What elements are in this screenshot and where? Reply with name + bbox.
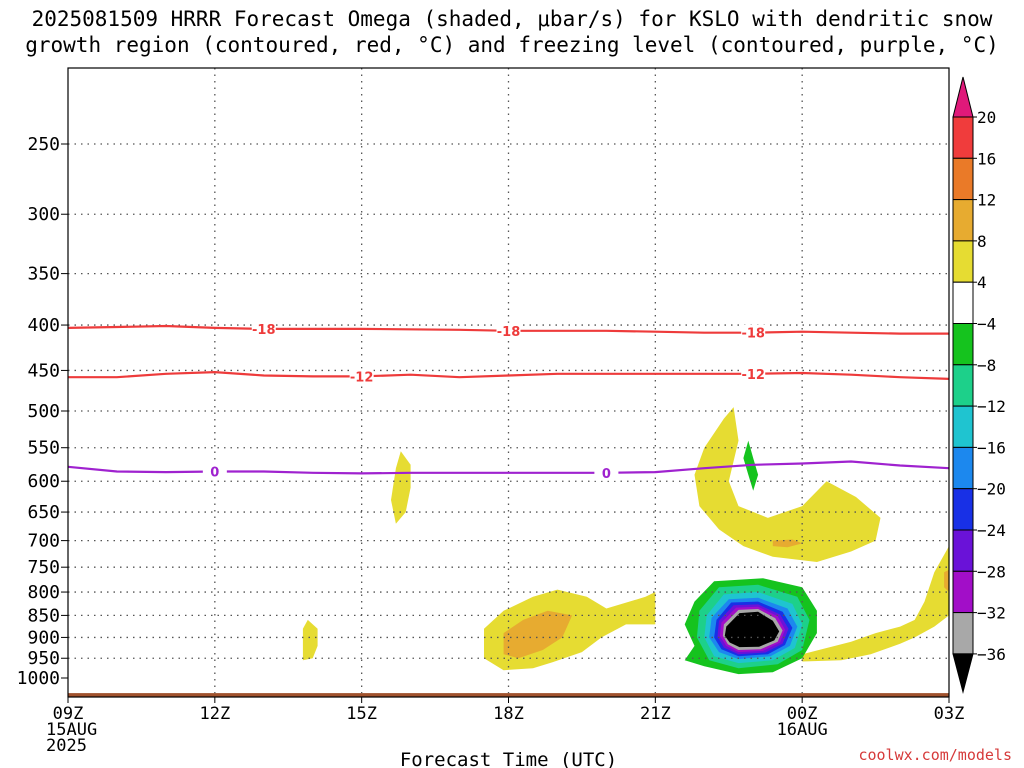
axes-layer: 2503003504004505005506006507007508008509… — [17, 67, 965, 768]
contour-label-1-1: -12 — [741, 368, 765, 383]
chart-title-line-2: growth region (contoured, red, °C) and f… — [25, 33, 999, 57]
omega-region-7 — [944, 569, 949, 592]
y-tick-label-350: 350 — [27, 264, 60, 285]
colorbar-box-13 — [952, 612, 974, 655]
y-tick-label-750: 750 — [27, 557, 60, 578]
y-tick-label-700: 700 — [27, 531, 60, 552]
contour-label-bg-1-0 — [349, 368, 374, 385]
chart-title-line-1: 2025081509 HRRR Forecast Omega (shaded, … — [31, 7, 993, 31]
omega-region-3 — [694, 407, 881, 562]
colorbar-label-1: 16 — [977, 149, 996, 168]
x-tick-label-18-0: 03Z — [934, 704, 965, 724]
colorbar-label-4: 4 — [977, 273, 987, 292]
contour-label-bg-0-2 — [741, 324, 766, 341]
y-tick-label-250: 250 — [27, 134, 60, 155]
source-credit: coolwx.com/models — [858, 746, 1012, 764]
y-tick-label-450: 450 — [27, 360, 60, 381]
x-axis-label: Forecast Time (UTC) — [400, 749, 617, 768]
colorbar-box-10 — [952, 488, 974, 531]
colorbar-box-9 — [952, 446, 974, 490]
y-tick-label-500: 500 — [27, 401, 60, 422]
y-tick-label-950: 950 — [27, 648, 60, 669]
contour-label-0-2: -18 — [741, 327, 765, 342]
grid-layer — [68, 68, 949, 694]
contour-line--18 — [67, 324, 949, 335]
omega-region-1 — [302, 619, 318, 661]
y-tick-label-550: 550 — [27, 438, 60, 459]
contour-layer: -18 -18 -18 -12 -12 0 0 — [67, 320, 950, 482]
x-tick-label-0-2: 2025 — [46, 736, 87, 756]
contour-label-0-0: -18 — [252, 323, 276, 338]
colorbar-box-8 — [952, 405, 974, 448]
colorbar-label-10: −24 — [977, 521, 1006, 540]
x-tick-label-12-0: 21Z — [640, 704, 671, 724]
x-tick-label-3-0: 12Z — [199, 704, 230, 724]
colorbar-box-5 — [952, 281, 974, 325]
x-tick-label-9-0: 18Z — [493, 704, 524, 724]
x-tick-label-0-0: 09Z — [53, 704, 84, 724]
omega-region-0 — [391, 451, 411, 524]
colorbar-box-11 — [952, 529, 974, 572]
colorbar-label-0: 20 — [977, 108, 996, 127]
colorbar-label-6: −8 — [977, 356, 996, 375]
colorbar-box-6 — [952, 323, 974, 366]
ground-layer — [68, 693, 949, 697]
y-tick-label-600: 600 — [27, 471, 60, 492]
colorbar-label-3: 8 — [977, 232, 987, 251]
ground-fill — [68, 693, 949, 697]
y-tick-label-850: 850 — [27, 605, 60, 626]
colorbar-label-5: −4 — [977, 315, 996, 334]
omega-region-4 — [802, 546, 949, 662]
omega-region-5 — [503, 610, 573, 659]
contour-label-2-1: 0 — [602, 467, 611, 482]
contour-line--12 — [68, 370, 950, 380]
chart-title: 2025081509 HRRR Forecast Omega (shaded, … — [0, 6, 1024, 58]
colorbar-arrow-top — [952, 76, 974, 118]
y-tick-label-900: 900 — [27, 627, 60, 648]
contour-label-bg-0-0 — [251, 320, 276, 337]
contour-label-bg-1-1 — [741, 365, 766, 382]
y-tick-label-300: 300 — [27, 204, 60, 225]
colorbar: 20 16 12 8 4 −4 −8 −12 −16 −20 −24 −28 −32 −36 — [952, 76, 1006, 694]
omega-region-17 — [724, 611, 780, 648]
colorbar-box-4 — [952, 240, 974, 283]
x-tick-label-15-0: 00Z — [787, 704, 818, 724]
x-tick-label-6-0: 15Z — [346, 704, 377, 724]
colorbar-box-2 — [952, 157, 974, 201]
colorbar-label-11: −28 — [977, 562, 1006, 581]
colorbar-box-3 — [952, 199, 974, 242]
omega-region-6 — [772, 539, 803, 548]
contour-label-2-0: 0 — [210, 465, 219, 480]
x-tick-label-0-1: 15AUG — [46, 720, 97, 740]
contour-label-bg-2-1 — [594, 464, 619, 481]
colorbar-label-12: −32 — [977, 604, 1006, 623]
colorbar-box-7 — [952, 364, 974, 407]
colorbar-label-9: −20 — [977, 480, 1006, 499]
colorbar-box-12 — [952, 570, 974, 614]
y-tick-label-1000: 1000 — [17, 668, 60, 689]
plot-frame — [67, 67, 950, 698]
contour-label-1-0: -12 — [350, 370, 374, 385]
colorbar-box-1 — [952, 116, 974, 159]
y-tick-label-650: 650 — [27, 502, 60, 523]
colorbar-arrow-bottom — [952, 653, 974, 694]
contour-label-bg-0-1 — [496, 322, 521, 339]
omega-shading-layer — [302, 407, 949, 675]
colorbar-label-2: 12 — [977, 191, 996, 210]
y-tick-label-400: 400 — [27, 315, 60, 336]
colorbar-label-8: −16 — [977, 438, 1006, 457]
contour-label-0-1: -18 — [497, 325, 521, 340]
colorbar-label-13: −36 — [977, 645, 1006, 664]
colorbar-label-7: −12 — [977, 397, 1006, 416]
x-tick-label-15-1: 16AUG — [777, 720, 828, 740]
y-tick-label-800: 800 — [27, 582, 60, 603]
contour-label-bg-2-0 — [202, 463, 227, 480]
